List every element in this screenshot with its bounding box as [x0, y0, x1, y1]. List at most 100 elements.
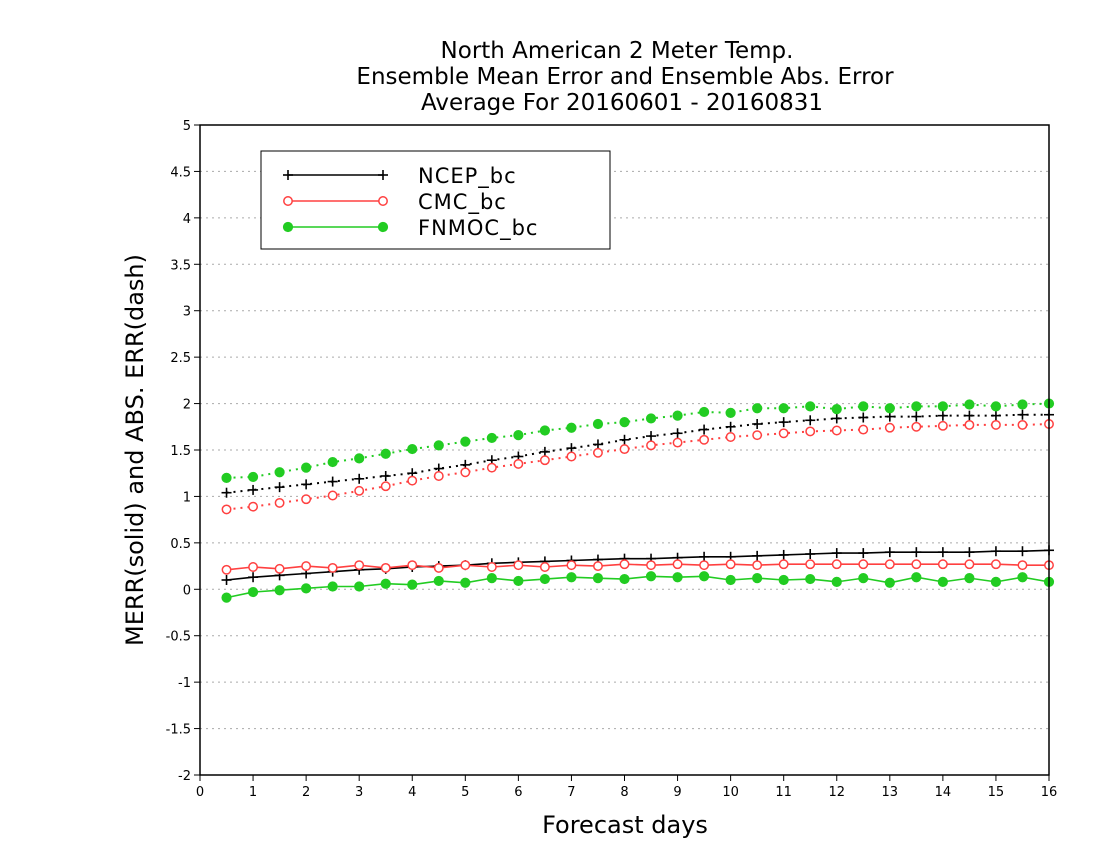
data-point [486, 573, 497, 584]
x-tick-label: 13 [882, 785, 899, 800]
data-point [884, 559, 895, 570]
data-point [539, 573, 551, 585]
data-point [805, 401, 816, 412]
data-point [752, 430, 763, 441]
data-point [1017, 572, 1028, 583]
data-point [964, 573, 975, 584]
legend-marker [282, 221, 294, 233]
data-point [460, 467, 471, 478]
data-point [460, 577, 471, 588]
legend-entry: NCEP_bc [283, 164, 517, 189]
data-point [805, 415, 816, 426]
data-point [566, 443, 577, 454]
data-point [407, 560, 418, 571]
data-point [858, 424, 869, 435]
data-point [221, 592, 232, 603]
data-point [805, 549, 816, 559]
data-point [778, 403, 789, 414]
y-tick-label: 2.5 [170, 351, 191, 366]
legend-marker [378, 196, 388, 206]
data-point [486, 432, 497, 444]
data-point [566, 422, 577, 433]
data-point [1017, 560, 1028, 571]
data-point [778, 417, 789, 428]
y-tick-label: 0.5 [170, 537, 191, 552]
y-tick-label: 4 [183, 212, 191, 227]
y-tick-label: -1 [178, 676, 191, 691]
data-point [433, 562, 444, 573]
legend-marker [377, 221, 389, 233]
data-point [433, 471, 444, 481]
data-point [301, 479, 312, 490]
data-point [301, 561, 312, 572]
data-point [831, 559, 842, 570]
data-point [539, 446, 550, 457]
legend-box [260, 150, 611, 250]
x-axis-ticks: 0 1 2 3 4 5 6 7 8 9 10 11 12 13 14 15 16 [196, 775, 1057, 800]
y-tick-label: -2 [178, 769, 191, 784]
legend-marker [283, 196, 293, 206]
data-point [858, 559, 869, 570]
data-point [327, 581, 338, 592]
data-point [433, 575, 444, 587]
data-point [911, 401, 922, 412]
data-point [990, 546, 1001, 557]
data-point [672, 559, 683, 570]
data-point [911, 572, 922, 583]
data-point [248, 484, 259, 495]
data-point [460, 436, 471, 447]
data-point [513, 575, 524, 587]
data-point [645, 413, 657, 424]
series-line [226, 402, 1050, 479]
data-point [513, 430, 524, 441]
data-point [274, 497, 285, 508]
data-point [672, 428, 683, 439]
data-point [274, 467, 285, 478]
data-point [937, 559, 948, 570]
data-point [752, 403, 763, 414]
data-point [752, 560, 763, 571]
data-point [752, 573, 763, 584]
data-point [937, 547, 948, 558]
data-point [301, 494, 312, 505]
data-point [699, 424, 710, 435]
plot-frame [199, 124, 1050, 776]
y-tick-label: 5 [183, 119, 191, 134]
data-point [619, 559, 630, 570]
legend-entry: CMC_bc [283, 190, 506, 215]
data-point [990, 559, 1001, 570]
data-point [539, 562, 550, 572]
series-6 [221, 398, 1055, 483]
data-point [884, 422, 895, 433]
legend-entry: FNMOC_bc [282, 216, 537, 241]
legend-marker [283, 170, 293, 180]
data-point [327, 476, 338, 487]
series-line [226, 423, 1050, 511]
series-5 [221, 419, 1054, 515]
data-point [699, 551, 710, 562]
data-point [1017, 409, 1028, 420]
x-tick-label: 9 [673, 785, 681, 800]
data-point [725, 432, 736, 442]
data-point [592, 418, 604, 430]
y-tick-label: 3.5 [170, 258, 191, 273]
data-point [407, 443, 418, 455]
x-tick-label: 5 [461, 785, 469, 800]
y-tick-label: 0 [183, 583, 191, 598]
data-point [831, 413, 842, 424]
data-point [1017, 546, 1028, 557]
data-point [221, 487, 232, 498]
data-point [619, 573, 630, 585]
data-point [672, 437, 683, 448]
data-point [566, 572, 577, 583]
x-tick-label: 3 [355, 785, 363, 800]
data-point [937, 410, 948, 421]
data-point [380, 448, 391, 459]
data-point [699, 560, 710, 571]
x-tick-label: 16 [1041, 785, 1058, 800]
data-point [248, 572, 259, 583]
data-point [1017, 419, 1028, 430]
data-point [858, 412, 869, 423]
legend-label: NCEP_bc [418, 164, 517, 189]
series-line [226, 413, 1049, 494]
